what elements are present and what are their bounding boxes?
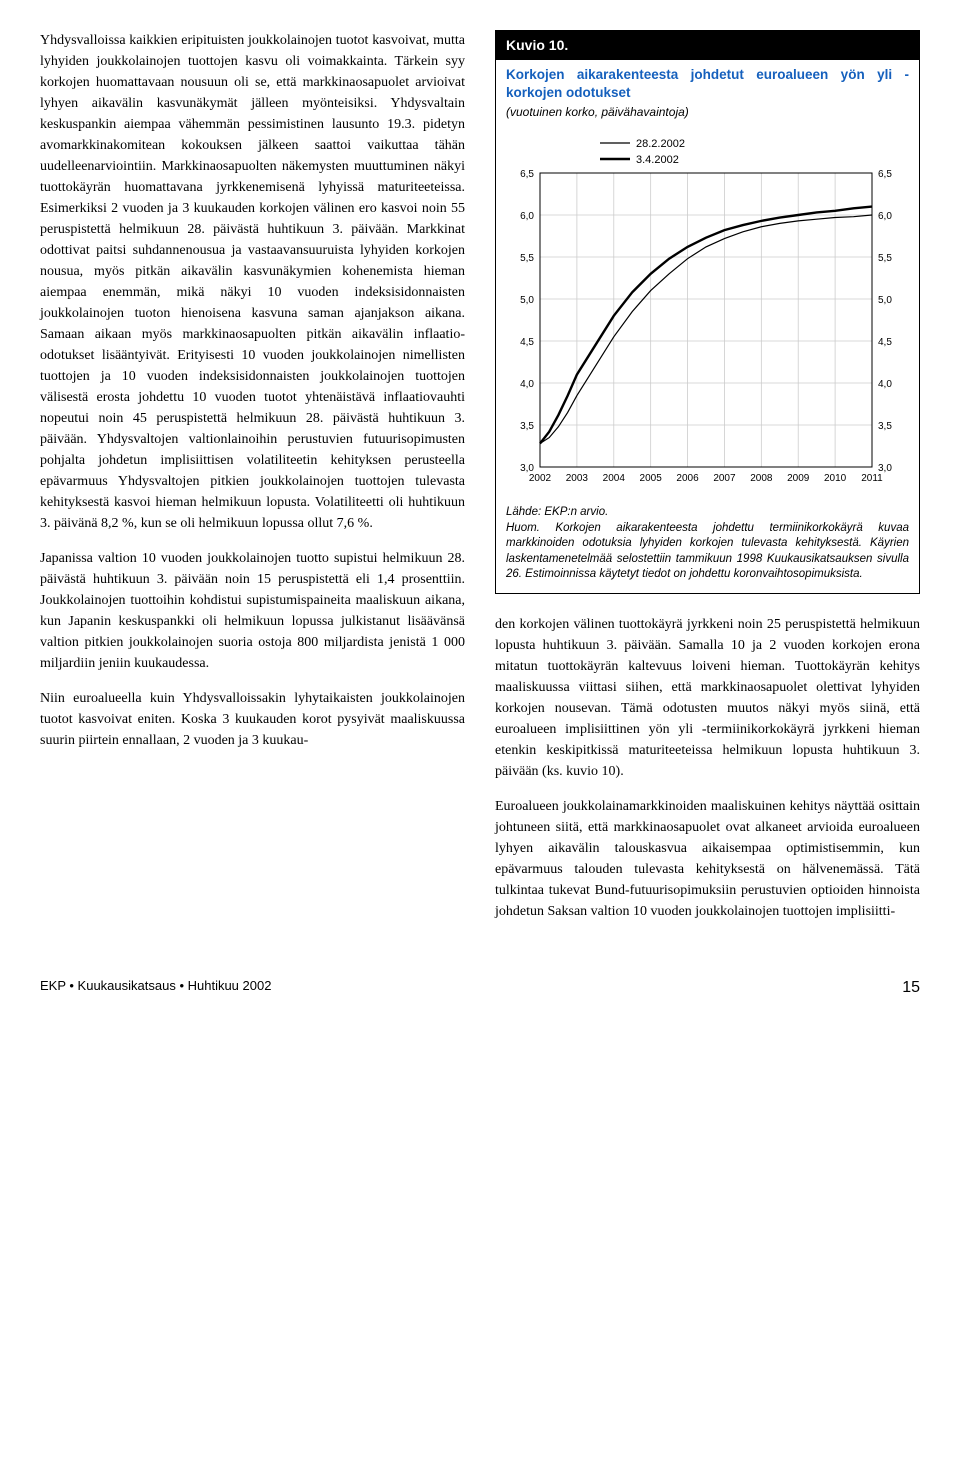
svg-text:4,5: 4,5: [878, 337, 892, 348]
svg-text:2004: 2004: [603, 473, 626, 484]
svg-text:2009: 2009: [787, 473, 810, 484]
svg-text:4,5: 4,5: [520, 337, 534, 348]
svg-text:2007: 2007: [713, 473, 736, 484]
svg-text:2010: 2010: [824, 473, 847, 484]
svg-text:3,5: 3,5: [878, 421, 892, 432]
chart-footer: Lähde: EKP:n arvio. Huom. Korkojen aikar…: [496, 499, 919, 593]
svg-text:5,5: 5,5: [520, 253, 534, 264]
chart-box: Kuvio 10. Korkojen aikarakenteesta johde…: [495, 30, 920, 594]
page-footer: EKP • Kuukausikatsaus • Huhtikuu 2002 15: [40, 976, 920, 1000]
svg-text:3,5: 3,5: [520, 421, 534, 432]
svg-text:6,0: 6,0: [520, 211, 534, 222]
svg-text:3.4.2002: 3.4.2002: [636, 154, 679, 166]
svg-text:5,0: 5,0: [520, 295, 534, 306]
svg-text:6,5: 6,5: [520, 169, 534, 180]
svg-text:4,0: 4,0: [520, 379, 534, 390]
chart-source: Lähde: EKP:n arvio.: [506, 506, 608, 518]
svg-text:2011: 2011: [861, 473, 883, 484]
body-paragraph: den korkojen välinen tuottokäyrä jyrkken…: [495, 614, 920, 782]
svg-text:6,0: 6,0: [878, 211, 892, 222]
svg-text:6,5: 6,5: [878, 169, 892, 180]
footer-left: EKP • Kuukausikatsaus • Huhtikuu 2002: [40, 976, 271, 1000]
chart-plot: 3,03,03,53,54,04,04,54,55,05,05,55,56,06…: [496, 129, 919, 499]
svg-text:2003: 2003: [566, 473, 589, 484]
svg-text:2008: 2008: [750, 473, 773, 484]
svg-text:4,0: 4,0: [878, 379, 892, 390]
chart-subtitle: (vuotuinen korko, päivähavaintoja): [496, 103, 919, 129]
left-column: Yhdysvalloissa kaikkien eripituisten jou…: [40, 30, 465, 936]
body-paragraph: Euroalueen joukkolainamarkkinoiden maali…: [495, 796, 920, 922]
svg-text:5,0: 5,0: [878, 295, 892, 306]
line-chart-svg: 3,03,03,53,54,04,04,54,55,05,05,55,56,06…: [506, 129, 906, 489]
svg-text:2002: 2002: [529, 473, 552, 484]
body-paragraph: Niin euroalueella kuin Yhdysvalloissakin…: [40, 688, 465, 751]
body-paragraph: Japanissa valtion 10 vuoden joukkolainoj…: [40, 548, 465, 674]
svg-text:28.2.2002: 28.2.2002: [636, 138, 685, 150]
svg-text:2006: 2006: [676, 473, 699, 484]
chart-note: Huom. Korkojen aikarakenteesta johdettu …: [506, 522, 909, 581]
chart-title: Korkojen aikarakenteesta johdetut euroal…: [496, 60, 919, 103]
right-column: Kuvio 10. Korkojen aikarakenteesta johde…: [495, 30, 920, 936]
svg-text:2005: 2005: [640, 473, 663, 484]
body-paragraph: Yhdysvalloissa kaikkien eripituisten jou…: [40, 30, 465, 534]
svg-text:5,5: 5,5: [878, 253, 892, 264]
chart-header: Kuvio 10.: [496, 31, 919, 60]
page-number: 15: [902, 976, 920, 1000]
